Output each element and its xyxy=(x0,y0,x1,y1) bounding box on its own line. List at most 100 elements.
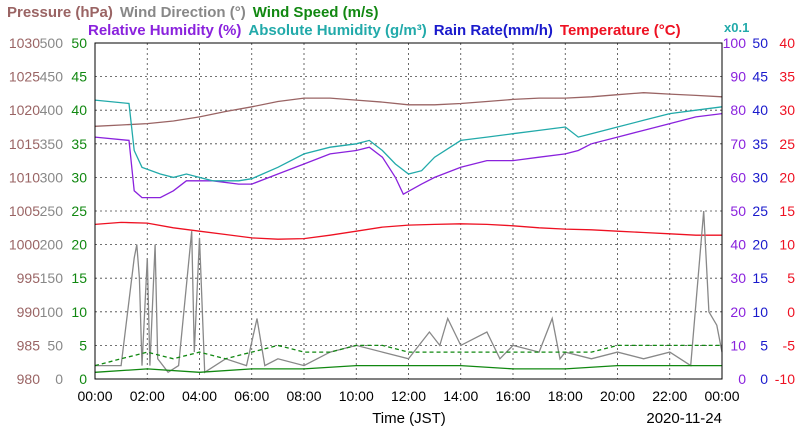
y-tick-label-pressure: 990 xyxy=(17,304,41,320)
y-tick-label-wind_direction: 200 xyxy=(40,237,64,253)
y-tick-label-pressure: 995 xyxy=(17,270,41,286)
y-tick-label-humidity: 50 xyxy=(730,203,746,219)
y-tick-label-wind_speed: 15 xyxy=(71,270,87,286)
x-tick-label: 08:00 xyxy=(286,388,321,404)
series-line xyxy=(94,99,723,182)
y-tick-label-rain_rate: 30 xyxy=(752,169,768,185)
legend-entry: Pressure (hPa) xyxy=(7,4,113,21)
y-tick-label-wind_speed: 25 xyxy=(71,203,87,219)
y-tick-label-wind_speed: 30 xyxy=(71,169,87,185)
x-tick-label: 10:00 xyxy=(339,388,374,404)
y-tick-label-wind_direction: 450 xyxy=(40,69,64,85)
legend-entry: Rain Rate(mm/h) xyxy=(434,22,553,39)
y-tick-label-wind_direction: 400 xyxy=(40,102,64,118)
y-tick-label-humidity: 100 xyxy=(723,35,747,51)
legend-entry: Wind Speed (m/s) xyxy=(253,4,379,21)
x-tick-label: 00:00 xyxy=(704,388,739,404)
y-tick-label-wind_direction: 500 xyxy=(40,35,64,51)
y-tick-label-wind_speed: 40 xyxy=(71,102,87,118)
y-tick-label-pressure: 980 xyxy=(17,371,41,387)
y-tick-label-wind_speed: 10 xyxy=(71,304,87,320)
y-tick-label-temperature: 5 xyxy=(787,270,795,286)
y-tick-label-pressure: 985 xyxy=(17,337,41,353)
y-tick-label-temperature: 35 xyxy=(779,69,795,85)
date-label: 2020-11-24 xyxy=(646,410,722,427)
y-tick-label-wind_speed: 0 xyxy=(79,371,87,387)
y-tick-label-pressure: 1020 xyxy=(9,102,40,118)
y-tick-label-wind_speed: 35 xyxy=(71,136,87,152)
x-tick-label: 12:00 xyxy=(391,388,426,404)
chart-grid xyxy=(95,43,722,379)
y-tick-label-humidity: 90 xyxy=(730,69,746,85)
x-axis-label: Time (JST) xyxy=(372,410,446,427)
legend-entry: Absolute Humidity (g/m³) xyxy=(248,22,426,39)
y-tick-label-rain_rate: 20 xyxy=(752,237,768,253)
x-tick-label: 06:00 xyxy=(234,388,269,404)
y-tick-label-rain_rate: 40 xyxy=(752,102,768,118)
y-tick-label-pressure: 1010 xyxy=(9,169,40,185)
y-tick-label-rain_rate: 0 xyxy=(760,371,768,387)
scale-note: x0.1 xyxy=(724,20,749,35)
chart-axes: 1030102510201015101010051000995990985980… xyxy=(9,35,795,387)
x-axis: 00:00 02:00 04:00 06:00 08:00 10:00 12:00 14:00… xyxy=(77,388,739,427)
legend-entry: Wind Direction (°) xyxy=(120,4,246,21)
y-tick-label-temperature: 10 xyxy=(779,237,795,253)
chart-legend: Pressure (hPa) Wind Direction (°) Wind Spe… xyxy=(7,4,749,39)
series-line xyxy=(94,344,722,367)
y-tick-label-wind_speed: 45 xyxy=(71,69,87,85)
x-tick-label: 22:00 xyxy=(652,388,687,404)
y-tick-label-rain_rate: 35 xyxy=(752,136,768,152)
y-tick-label-temperature: 25 xyxy=(779,136,795,152)
series-line xyxy=(94,92,723,127)
series-line xyxy=(94,112,723,199)
y-tick-label-temperature: 0 xyxy=(787,304,795,320)
y-tick-label-rain_rate: 25 xyxy=(752,203,768,219)
y-tick-label-pressure: 1015 xyxy=(9,136,40,152)
plot-frame xyxy=(94,42,723,380)
legend-entry: Relative Humidity (%) xyxy=(88,22,241,39)
chart-series xyxy=(94,92,723,374)
y-tick-label-wind_speed: 20 xyxy=(71,237,87,253)
x-tick-label: 18:00 xyxy=(548,388,583,404)
y-tick-label-temperature: 15 xyxy=(779,203,795,219)
y-tick-label-wind_direction: 350 xyxy=(40,136,64,152)
x-tick-label: 02:00 xyxy=(130,388,165,404)
y-tick-label-humidity: 70 xyxy=(730,136,746,152)
y-tick-label-temperature: 40 xyxy=(779,35,795,51)
x-tick-label: 14:00 xyxy=(443,388,478,404)
y-tick-label-pressure: 1005 xyxy=(9,203,40,219)
y-tick-label-pressure: 1025 xyxy=(9,69,40,85)
y-tick-label-humidity: 40 xyxy=(730,237,746,253)
y-tick-label-wind_direction: 0 xyxy=(55,371,63,387)
y-tick-label-wind_direction: 100 xyxy=(40,304,64,320)
y-tick-label-temperature: 20 xyxy=(779,169,795,185)
y-tick-label-wind_speed: 5 xyxy=(79,337,87,353)
y-tick-label-wind_speed: 50 xyxy=(71,35,87,51)
y-tick-label-humidity: 30 xyxy=(730,270,746,286)
y-tick-label-humidity: 80 xyxy=(730,102,746,118)
y-tick-label-temperature: -10 xyxy=(775,371,795,387)
x-tick-label: 00:00 xyxy=(77,388,112,404)
y-tick-label-rain_rate: 10 xyxy=(752,304,768,320)
y-tick-label-wind_direction: 50 xyxy=(47,337,63,353)
y-tick-label-humidity: 20 xyxy=(730,304,746,320)
y-tick-label-humidity: 60 xyxy=(730,169,746,185)
y-tick-label-temperature: -5 xyxy=(783,337,796,353)
y-tick-label-wind_direction: 250 xyxy=(40,203,64,219)
y-tick-label-wind_direction: 150 xyxy=(40,270,64,286)
y-tick-label-humidity: 0 xyxy=(738,371,746,387)
y-tick-label-temperature: 30 xyxy=(779,102,795,118)
y-tick-label-rain_rate: 5 xyxy=(760,337,768,353)
y-tick-label-rain_rate: 15 xyxy=(752,270,768,286)
y-tick-label-rain_rate: 50 xyxy=(752,35,768,51)
y-tick-label-wind_direction: 300 xyxy=(40,169,64,185)
series-line xyxy=(94,364,722,373)
x-tick-label: 16:00 xyxy=(495,388,530,404)
series-line xyxy=(94,221,722,240)
y-tick-label-rain_rate: 45 xyxy=(752,69,768,85)
y-tick-label-pressure: 1030 xyxy=(9,35,40,51)
x-tick-label: 04:00 xyxy=(182,388,217,404)
legend-entry: Temperature (°C) xyxy=(560,22,681,39)
y-tick-label-humidity: 10 xyxy=(730,337,746,353)
